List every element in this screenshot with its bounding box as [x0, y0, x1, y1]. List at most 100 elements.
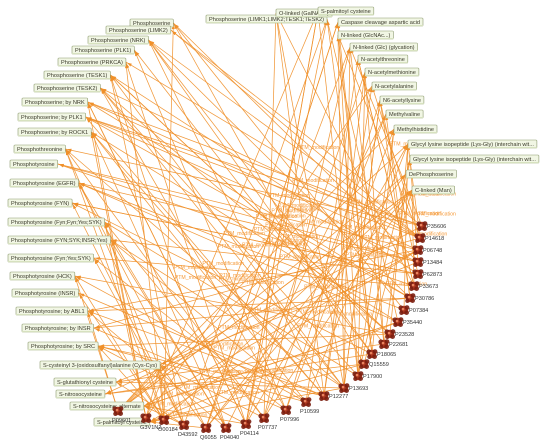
ptm-node[interactable]: Phosphotyrosine (FYN) [7, 198, 73, 208]
protein-node[interactable]: P30786 [404, 293, 434, 303]
protein-node[interactable]: P04114 [240, 419, 259, 437]
ptm-node[interactable]: Phosphoserine (NRK) [87, 35, 149, 45]
protein-structure-icon [404, 293, 416, 303]
protein-structure-icon [318, 391, 330, 401]
ptm-edge-arrow [99, 347, 104, 352]
protein-node[interactable]: P13693 [338, 383, 368, 393]
ptm-node-label: DePhosphoserine [409, 172, 453, 178]
edge-label-layer: PTM_modification PTM_modification PTM_modi… [153, 141, 456, 418]
protein-node[interactable]: P04040 [220, 423, 239, 441]
ptm-node[interactable]: DePhosphoserine [405, 169, 457, 179]
ptm-node[interactable]: N-linked (Glc) (glycation) [349, 42, 418, 52]
ptm-node[interactable]: N6-acetyllysine [379, 95, 425, 105]
ptm-node[interactable]: Phosphoserine (TESK2) [33, 83, 101, 93]
protein-node[interactable]: P10599 [300, 397, 319, 415]
ptm-node[interactable]: Phosphoserine (PLK1) [71, 45, 135, 55]
ptm-edge [65, 148, 345, 389]
ptm-node[interactable]: N-acetylmethionine [364, 67, 420, 77]
ptm-node-label: Phosphotyrosine [13, 162, 55, 168]
ptm-node[interactable]: Phosphotyrosine (Fyn;Fyn;Yes;SYK) [7, 217, 105, 227]
protein-node-label: P22681 [389, 342, 408, 348]
ptm-edge-label: PTM_modification [218, 244, 260, 250]
ptm-node[interactable]: S-nitrosocysteine [55, 389, 106, 399]
ptm-edge [74, 275, 307, 403]
ptm-node[interactable]: S-glutathionyl cysteine [53, 377, 117, 387]
ptm-edge [104, 221, 147, 419]
ptm-edge [148, 39, 373, 355]
ptm-node[interactable]: Phosphoserine; by ROCK1 [17, 127, 92, 137]
ptm-node[interactable]: Methylhistidine [393, 124, 438, 134]
ptm-edge [65, 148, 265, 419]
ptm-node-label: Phosphoserine (LIMK2) [109, 28, 168, 34]
ptm-node[interactable]: Phosphoserine (TESK1) [43, 70, 111, 80]
ptm-node[interactable]: Caspase cleavage aspartic acid [337, 17, 424, 27]
protein-node[interactable]: P09601 [112, 406, 131, 424]
ptm-node[interactable]: Phosphotyrosine (EGFR) [9, 178, 79, 188]
ptm-edge-arrow [95, 324, 100, 328]
ptm-edge-label: PTM_modification [153, 402, 195, 408]
protein-node[interactable]: D43592 [178, 420, 198, 438]
ptm-node[interactable]: Phosphoserine (LIMK2) [105, 25, 172, 35]
protein-node[interactable]: O00184 [158, 415, 178, 433]
ptm-node[interactable]: S-palmitoyl cysteine [93, 417, 151, 427]
protein-node[interactable]: P35440 [392, 317, 422, 327]
ptm-node[interactable]: S-palmitoyl cysteine [317, 6, 375, 16]
ptm-edge [87, 297, 411, 312]
ptm-node[interactable]: Phosphotyrosine [9, 159, 59, 169]
ptm-node[interactable]: Phosphotyrosine (HCK) [9, 271, 76, 281]
protein-node[interactable]: G3V1N2 [140, 413, 161, 431]
ptm-node[interactable]: N-acetylthreonine [357, 54, 409, 64]
ptm-node[interactable]: Phosphoserine (PRKCA) [57, 57, 127, 67]
ptm-node-shadow [40, 368, 161, 370]
ptm-node[interactable]: N-acetylalanine [371, 81, 417, 91]
ptm-node[interactable]: Phosphotyrosine (INSR) [11, 288, 79, 298]
ptm-node[interactable]: Phosphotyrosine (FYN;SYK;INSR;Yes) [7, 235, 111, 245]
protein-node[interactable]: Q6055 [200, 423, 217, 441]
ptm-node[interactable]: Glycyl lysine isopeptide (Lys-Gly) (inte… [407, 139, 538, 149]
ptm-node-label: Phosphotyrosine (Fyn;Fyn;Yes;SYK) [11, 220, 102, 226]
ptm-node-shadow [54, 385, 116, 387]
protein-node[interactable]: P07996 [280, 405, 299, 423]
protein-node[interactable]: P22681 [378, 339, 408, 349]
protein-structure-icon [352, 371, 364, 381]
ptm-node[interactable]: Phosphotyrosine (Fyn;Yes;SYK) [7, 253, 94, 263]
ptm-node-shadow [410, 162, 539, 164]
protein-node[interactable]: P62873 [412, 269, 442, 279]
ptm-node-shadow [338, 25, 423, 27]
protein-node[interactable]: P17900 [352, 371, 382, 381]
ptm-node[interactable]: Phosphotyrosine; by INSR [21, 323, 94, 333]
ptm-edge [93, 257, 185, 426]
ptm-node[interactable]: Phosphoserine; by PLK1 [17, 112, 86, 122]
ptm-node[interactable]: N-linked (GlcNAc...) [337, 30, 394, 40]
protein-node[interactable]: Q15559 [358, 359, 389, 369]
ptm-node[interactable]: S-cysteinyl 3-(oxidosulfanyl)alanine (Cy… [39, 360, 161, 370]
protein-node[interactable]: P06748 [412, 245, 442, 256]
protein-node[interactable]: P35606 [416, 221, 446, 232]
protein-node[interactable]: P07384 [398, 305, 428, 315]
ptm-node[interactable]: C-linked (Man) [411, 185, 456, 195]
ptm-node[interactable]: S-nitrosocysteine; alternate [69, 401, 145, 411]
protein-node[interactable]: P23528 [384, 329, 414, 339]
ptm-edge [85, 116, 411, 299]
ptm-node[interactable]: Methylvaline [385, 109, 424, 119]
ptm-node[interactable]: Phosphotyrosine; by SRC [27, 341, 99, 351]
ptm-node[interactable]: Glycyl lysine isopeptide (Lys-Gly) (inte… [409, 154, 540, 164]
ptm-node-shadow [12, 296, 79, 298]
ptm-edge [383, 158, 411, 345]
ptm-node[interactable]: Phosphothreonine [13, 144, 66, 154]
protein-node[interactable]: P07737 [258, 413, 277, 431]
ptm-edge-label: PTM_modification [217, 390, 259, 396]
protein-node[interactable]: P33673 [408, 281, 438, 291]
protein-node[interactable]: P13484 [412, 257, 442, 267]
ptm-node-label: N6-acetyllysine [383, 98, 421, 104]
ptm-edge [93, 297, 411, 329]
ptm-node[interactable]: Phosphoserine; by NRK [21, 97, 88, 107]
ptm-edge-label: PTM_modification [415, 192, 457, 198]
ptm-edge [85, 116, 421, 239]
protein-node[interactable]: P12277 [318, 391, 348, 401]
protein-node[interactable]: P18065 [366, 349, 396, 359]
protein-node[interactable]: P14618 [414, 233, 444, 244]
ptm-node[interactable]: Phosphotyrosine; by ABL1 [15, 306, 88, 316]
ptm-node-label: Glycyl lysine isopeptide (Lys-Gly) (inte… [413, 157, 536, 163]
